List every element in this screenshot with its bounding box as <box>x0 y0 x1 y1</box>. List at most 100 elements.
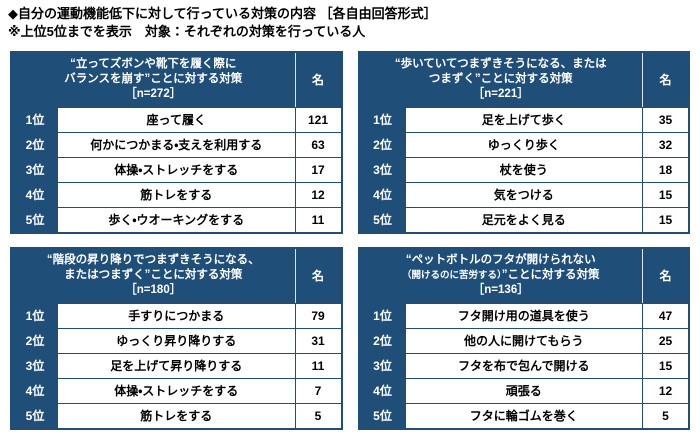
rank-cell: 5位 <box>12 207 58 232</box>
table-row: 4位 気をつける 15 <box>359 181 688 207</box>
rank-cell: 2位 <box>12 132 58 157</box>
count-cell: 12 <box>642 378 688 403</box>
answer-cell: 足を上げて昇り降りする <box>110 359 243 373</box>
table-row: 1位 座って履く 121 <box>12 106 341 132</box>
table-row: 3位 フタを布で包んで開ける 15 <box>359 352 688 378</box>
table-title: “立ってズボンや靴下を履く際に バランスを崩す”ことに対する対策 ［n=272］ <box>12 53 295 107</box>
count-cell: 15 <box>642 353 688 378</box>
count-cell: 35 <box>642 107 688 132</box>
rank-cell: 4位 <box>12 182 58 207</box>
table-bottle-cap: “ペットボトルのフタが開けられない （開けるのに苦労する）”ことに対する対策 ［… <box>357 246 690 430</box>
survey-results-page: ◆自分の運動機能低下に対して行っている対策の内容 ［各自由回答形式］ ※上位5位… <box>0 0 700 430</box>
rank-cell: 3位 <box>12 157 58 182</box>
answer-cell: 他の人に開けてもらう <box>464 334 584 348</box>
count-cell: 63 <box>294 132 341 157</box>
unit-header: 名 <box>294 248 341 303</box>
rank-cell: 4位 <box>359 378 406 403</box>
table-row: 4位 体操・ストレッチをする 7 <box>12 377 341 403</box>
table-title-small-note: （開けるのに苦労する） <box>401 270 502 282</box>
count-cell: 31 <box>294 328 341 353</box>
count-cell: 11 <box>294 207 341 232</box>
table-row: 3位 体操・ストレッチをする 17 <box>12 156 341 182</box>
count-cell: 5 <box>294 403 341 428</box>
answer-cell: 座って履く <box>146 113 206 127</box>
table-title: “歩いていてつまずきそうになる、または つまずく”ことに対する対策 ［n=221… <box>360 53 643 107</box>
rank-cell: 2位 <box>359 132 406 157</box>
table-row: 5位 歩く・ウオーキングをする 11 <box>12 206 341 232</box>
rank-cell: 3位 <box>359 353 406 378</box>
table-title-line1: “立ってズボンや靴下を履く際に <box>70 58 237 71</box>
count-cell: 15 <box>642 182 688 207</box>
unit-header: 名 <box>294 52 341 107</box>
table-title-line2-rest: ”ことに対する対策 <box>501 269 600 282</box>
rank-cell: 3位 <box>12 353 58 378</box>
table-title: “階段の昇り降りでつまずきそうになる、 またはつまずく”ことに対する対策 ［n=… <box>12 249 295 303</box>
rank-cell: 1位 <box>359 107 406 132</box>
table-title-line1: “ペットボトルのフタが開けられない <box>405 254 596 267</box>
table-row: 2位 他の人に開けてもらう 25 <box>359 327 688 353</box>
rank-cell: 1位 <box>12 107 58 132</box>
rank-cell: 1位 <box>12 303 58 328</box>
table-n-label: ［n=180］ <box>125 283 182 296</box>
answer-cell: ゆっくり昇り降りする <box>116 334 237 348</box>
table-title: “ペットボトルのフタが開けられない （開けるのに苦労する）”ことに対する対策 ［… <box>360 249 643 303</box>
answer-cell: 筋トレをする <box>140 409 213 423</box>
table-n-label: ［n=272］ <box>125 87 182 100</box>
table-row: 5位 フタに輪ゴムを巻く 5 <box>359 402 688 428</box>
count-cell: 47 <box>642 303 688 328</box>
answer-cell: 足を上げて歩く <box>481 113 566 127</box>
table-row: 2位 ゆっくり歩く 32 <box>359 131 688 157</box>
answer-cell: 歩く・ウオーキングをする <box>108 213 245 227</box>
rank-cell: 4位 <box>12 378 58 403</box>
count-cell: 25 <box>642 328 688 353</box>
count-cell: 7 <box>294 378 341 403</box>
count-cell: 18 <box>642 157 688 182</box>
count-cell: 12 <box>294 182 341 207</box>
table-row: 2位 何かにつかまる・支えを利用する 63 <box>12 131 341 157</box>
answer-cell: 手すりにつかまる <box>128 309 225 323</box>
unit-header: 名 <box>642 248 688 303</box>
answer-cell: フタを布で包んで開ける <box>458 359 590 373</box>
table-title-line1: “階段の昇り降りでつまずきそうになる、 <box>46 254 260 267</box>
table-n-label: ［n=136］ <box>472 283 529 296</box>
table-row: 1位 足を上げて歩く 35 <box>359 106 688 132</box>
count-cell: 11 <box>294 353 341 378</box>
unit-header: 名 <box>642 52 688 107</box>
count-cell: 17 <box>294 157 341 182</box>
table-title-line2: バランスを崩す”ことに対する対策 <box>64 73 243 86</box>
answer-cell: ゆっくり歩く <box>487 138 560 152</box>
table-n-label: ［n=221］ <box>472 87 529 100</box>
rank-cell: 2位 <box>12 328 58 353</box>
answer-cell: 頑張る <box>505 384 542 398</box>
count-cell: 15 <box>642 207 688 232</box>
table-row: 1位 フタ開け用の道具を使う 47 <box>359 302 688 328</box>
rank-cell: 4位 <box>359 182 406 207</box>
table-row: 3位 足を上げて昇り降りする 11 <box>12 352 341 378</box>
table-row: 4位 筋トレをする 12 <box>12 181 341 207</box>
answer-cell: フタ開け用の道具を使う <box>457 309 590 323</box>
table-stairs-stumble: “階段の昇り降りでつまずきそうになる、 またはつまずく”ことに対する対策 ［n=… <box>10 246 343 430</box>
table-header: “ペットボトルのフタが開けられない （開けるのに苦労する）”ことに対する対策 ［… <box>359 248 688 303</box>
rank-cell: 2位 <box>359 328 406 353</box>
table-row: 2位 ゆっくり昇り降りする 31 <box>12 327 341 353</box>
table-row: 4位 頑張る 12 <box>359 377 688 403</box>
page-title: ◆自分の運動機能低下に対して行っている対策の内容 ［各自由回答形式］ <box>8 6 437 21</box>
count-cell: 5 <box>642 403 688 428</box>
table-row: 5位 筋トレをする 5 <box>12 402 341 428</box>
answer-cell: 何かにつかまる・支えを利用する <box>90 138 263 152</box>
count-cell: 32 <box>642 132 688 157</box>
table-standing-balance: “立ってズボンや靴下を履く際に バランスを崩す”ことに対する対策 ［n=272］… <box>10 50 343 234</box>
table-title-line1: “歩いていてつまずきそうになる、または <box>394 58 607 71</box>
answer-cell: 体操・ストレッチをする <box>114 384 239 398</box>
answer-cell: 体操・ストレッチをする <box>114 163 239 177</box>
rank-cell: 5位 <box>359 207 406 232</box>
rank-cell: 5位 <box>359 403 406 428</box>
count-cell: 121 <box>294 107 341 132</box>
answer-cell: 杖を使う <box>499 163 548 177</box>
table-walking-stumble: “歩いていてつまずきそうになる、または つまずく”ことに対する対策 ［n=221… <box>357 50 690 234</box>
count-cell: 79 <box>294 303 341 328</box>
titles-block: ◆自分の運動機能低下に対して行っている対策の内容 ［各自由回答形式］ ※上位5位… <box>0 0 700 43</box>
table-row: 5位 足元をよく見る 15 <box>359 206 688 232</box>
table-row: 1位 手すりにつかまる 79 <box>12 302 341 328</box>
page-subtitle: ※上位5位までを表示 対象：それぞれの対策を行っている人 <box>8 24 366 40</box>
